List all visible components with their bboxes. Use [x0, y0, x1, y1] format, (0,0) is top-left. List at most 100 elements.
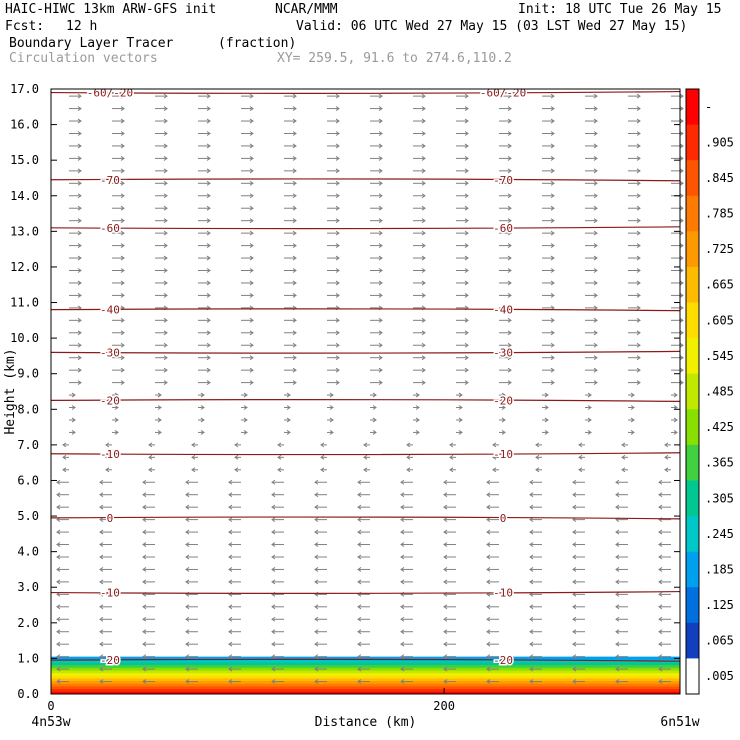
wind-vector-head	[372, 430, 377, 435]
wind-vector-head	[314, 517, 319, 523]
colorbar-label: .245	[705, 527, 734, 541]
wind-vector-head	[200, 417, 205, 423]
wind-vector-head	[615, 504, 620, 510]
y-tick-label: 11.0	[10, 296, 39, 310]
wind-vector-head	[550, 168, 555, 174]
wind-vector-head	[335, 330, 340, 336]
contour-label: -40	[493, 304, 513, 317]
wind-vector-head	[185, 517, 190, 523]
wind-vector-head	[335, 367, 340, 373]
wind-vector-head	[249, 143, 254, 149]
colorbar-label: .365	[705, 456, 734, 470]
wind-vector-head	[271, 542, 276, 547]
wind-vector-head	[593, 193, 598, 199]
wind-vector-head	[550, 193, 555, 199]
wind-vector-head	[120, 205, 125, 211]
wind-vector-head	[507, 230, 512, 236]
wind-vector-head	[206, 155, 211, 161]
wind-vector-head	[249, 168, 254, 174]
wind-vector-head	[486, 654, 491, 660]
colorbar-swatch	[686, 338, 699, 375]
field-name: Boundary Layer Tracer	[9, 36, 174, 51]
wind-vector-head	[658, 479, 663, 485]
wind-vector-head	[492, 442, 497, 448]
wind-vector-head	[615, 629, 620, 635]
contour-label: 0	[107, 512, 114, 525]
wind-vector-head	[378, 230, 383, 236]
wind-vector-head	[443, 629, 448, 635]
wind-vector-head	[415, 392, 420, 398]
wind-vector-head	[163, 180, 168, 186]
wind-vector-head	[636, 218, 641, 224]
wind-vector-head	[357, 604, 362, 610]
wind-vector-head	[99, 679, 104, 684]
wind-vector-head	[335, 118, 340, 124]
wind-vector-head	[593, 330, 598, 336]
wind-vector-head	[77, 355, 82, 361]
wind-vector-head	[378, 131, 383, 136]
wind-vector-head	[421, 330, 426, 336]
wind-vector-head	[621, 467, 626, 473]
wind-vector-head	[486, 542, 491, 547]
y-tick-label: 2.0	[17, 616, 39, 630]
y-tick-label: 5.0	[17, 509, 39, 523]
wind-vector-head	[249, 380, 254, 386]
wind-vector-head	[486, 567, 491, 572]
wind-vector-head	[615, 579, 620, 585]
wind-vector-head	[120, 268, 125, 273]
wind-vector-head	[630, 392, 635, 398]
colorbar-label: .605	[705, 313, 734, 327]
wind-vector-head	[486, 666, 491, 672]
wind-vector-head	[572, 504, 577, 510]
colorbar-label: -	[705, 100, 712, 114]
wind-vector-head	[271, 517, 276, 523]
tracer-band	[51, 656, 680, 660]
wind-vector-head	[163, 342, 168, 348]
wind-vector-head	[679, 292, 684, 298]
wind-vector-head	[249, 180, 254, 186]
y-tick-label: 6.0	[17, 473, 39, 487]
wind-vector-head	[163, 280, 168, 286]
wind-vector-head	[292, 367, 297, 373]
wind-vector-head	[615, 666, 620, 672]
wind-vector-head	[206, 193, 211, 199]
wind-vector-head	[271, 554, 276, 560]
wind-vector-head	[335, 131, 340, 136]
wind-vector-head	[335, 292, 340, 298]
wind-vector-head	[314, 616, 319, 622]
wind-vector-head	[679, 380, 684, 386]
wind-vector-head	[658, 629, 663, 635]
wind-vector-head	[443, 542, 448, 547]
wind-vector-head	[658, 591, 663, 597]
wind-vector-head	[292, 93, 297, 99]
wind-vector-head	[329, 430, 334, 435]
wind-vector-head	[572, 554, 577, 560]
wind-vector-head	[400, 616, 405, 622]
wind-vector-head	[572, 616, 577, 622]
wind-vector-head	[507, 143, 512, 149]
wind-vector-head	[630, 417, 635, 423]
wind-vector-head	[679, 330, 684, 336]
wind-vector-head	[378, 93, 383, 99]
wind-vector-head	[357, 517, 362, 523]
wind-vector-head	[56, 629, 61, 635]
wind-vector-head	[636, 193, 641, 199]
wind-vector-head	[77, 243, 82, 249]
wind-vector-head	[572, 579, 577, 585]
wind-vector-head	[120, 143, 125, 149]
wind-vector-head	[191, 467, 196, 473]
wind-vector-head	[357, 579, 362, 585]
wind-vector-head	[593, 131, 598, 136]
wind-vector-head	[249, 93, 254, 99]
wind-vector-head	[529, 629, 534, 635]
wind-vector-head	[572, 604, 577, 610]
wind-vector-head	[206, 268, 211, 273]
wind-vector-head	[120, 118, 125, 124]
tracer-band	[51, 659, 680, 663]
wind-vector-head	[185, 679, 190, 684]
wind-vector-head	[464, 193, 469, 199]
wind-vector-head	[593, 305, 598, 311]
wind-vector-head	[658, 654, 663, 660]
wind-vector-head	[228, 641, 233, 647]
wind-vector-head	[572, 567, 577, 572]
